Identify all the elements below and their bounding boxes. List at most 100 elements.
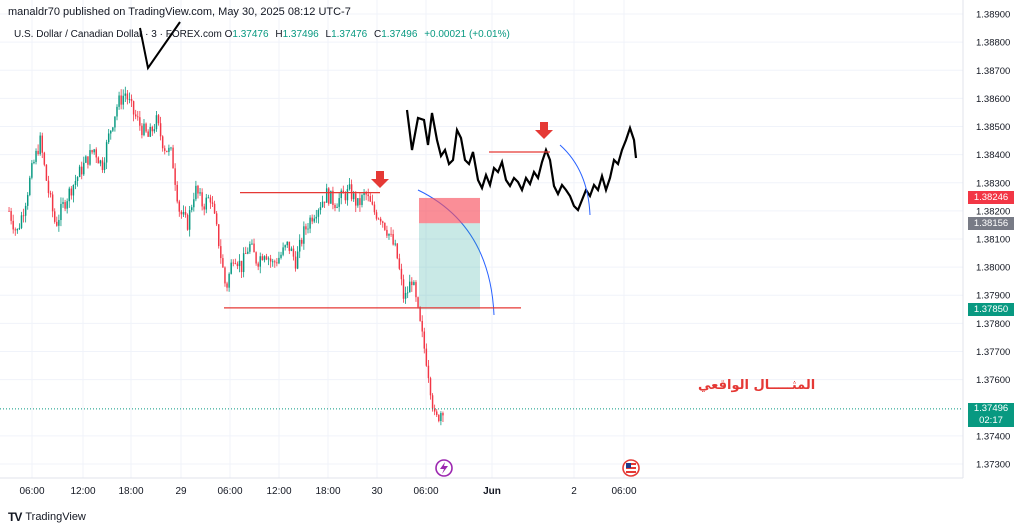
candle-body xyxy=(348,184,351,190)
candle-body xyxy=(33,161,35,164)
candle-body xyxy=(56,221,58,226)
current-price: 1.37496 xyxy=(973,402,1009,414)
red-arrow-sketch xyxy=(535,122,553,139)
candle-body xyxy=(205,197,208,210)
low-label: L xyxy=(325,29,332,40)
candle-body xyxy=(116,106,118,117)
candle-body xyxy=(402,279,405,299)
candle-body xyxy=(288,241,291,251)
candle-body xyxy=(346,189,349,201)
candle-body xyxy=(276,262,278,264)
candle-body xyxy=(45,164,48,181)
candle-body xyxy=(20,215,23,228)
x-tick-label: 30 xyxy=(371,486,383,497)
x-tick-label: 12:00 xyxy=(266,486,291,497)
candle-body xyxy=(429,378,432,396)
candle-body xyxy=(62,202,64,204)
candle-body xyxy=(37,150,39,155)
candle-body xyxy=(386,229,388,236)
candle-body xyxy=(170,147,172,149)
candle-body xyxy=(87,156,89,165)
candle-body xyxy=(427,365,430,379)
candle-body xyxy=(118,95,120,107)
footer-brand[interactable]: TV TradingView xyxy=(8,510,86,524)
candle-body xyxy=(209,197,212,203)
candle-body xyxy=(340,190,342,199)
candle-body xyxy=(12,220,14,230)
x-tick-label: 06:00 xyxy=(413,486,438,497)
candle-body xyxy=(99,160,102,164)
candle-body xyxy=(139,117,141,126)
candle-body xyxy=(64,202,66,209)
candle-body xyxy=(350,184,353,200)
candle-body xyxy=(49,193,52,195)
y-tick-label: 1.37900 xyxy=(976,291,1010,302)
candle-body xyxy=(10,211,12,221)
candle-body xyxy=(305,226,307,230)
candle-body xyxy=(249,243,251,252)
lightning-icon[interactable] xyxy=(435,459,453,477)
candle-body xyxy=(41,135,43,153)
candle-body xyxy=(413,282,415,286)
candle-body xyxy=(377,218,380,220)
candle-body xyxy=(213,203,216,214)
levels xyxy=(0,192,963,410)
candle-body xyxy=(18,227,21,229)
candle-body xyxy=(423,331,426,349)
candle-body xyxy=(325,188,328,203)
price-tag-green: 1.37850 xyxy=(968,302,1014,316)
bar-countdown: 02:17 xyxy=(979,414,1003,426)
candle-body xyxy=(298,239,301,252)
candle-body xyxy=(211,202,214,204)
candle-body xyxy=(352,193,355,200)
candle-body xyxy=(43,152,46,165)
time-axis[interactable]: 06:00 12:00 18:00 29 06:00 12:00 18:00 30 06:00 J… xyxy=(19,486,636,497)
candle-body xyxy=(47,180,50,194)
candle-body xyxy=(51,194,54,212)
y-tick-label: 1.37800 xyxy=(976,319,1010,330)
candle-body xyxy=(58,220,60,226)
y-tick-label: 1.37700 xyxy=(976,347,1010,358)
drawings[interactable] xyxy=(139,21,638,316)
candle-body xyxy=(188,210,191,230)
candle-body xyxy=(134,114,137,117)
candle-body xyxy=(367,194,369,197)
candle-body xyxy=(301,239,303,244)
candle-body xyxy=(29,177,31,196)
candle-body xyxy=(388,233,390,236)
candle-body xyxy=(373,204,376,213)
candle-body xyxy=(255,252,257,264)
candle-body xyxy=(120,95,122,105)
candle-body xyxy=(26,195,29,206)
price-axis[interactable]: 1.38900 1.38800 1.38700 1.38600 1.38500 1.384… xyxy=(976,10,1010,471)
candle-body xyxy=(379,218,382,222)
candle-body xyxy=(145,123,147,132)
candle-body xyxy=(166,150,168,152)
candle-body xyxy=(328,188,330,204)
candle-body xyxy=(417,297,419,308)
candle-body xyxy=(80,166,83,175)
candle-body xyxy=(143,123,145,136)
candle-body xyxy=(292,248,295,257)
candle-body xyxy=(201,192,203,207)
candle-body xyxy=(303,226,305,244)
candle-body xyxy=(207,197,210,199)
x-tick-label: 06:00 xyxy=(611,486,636,497)
candle-body xyxy=(24,205,27,216)
grid-lines xyxy=(0,0,963,478)
candle-body xyxy=(251,243,253,245)
annotation-text: المثـــــال الواقعي xyxy=(698,378,816,393)
symbol-legend: U.S. Dollar / Canadian Dollar · 3 · FORE… xyxy=(14,29,510,40)
candle-body xyxy=(164,148,166,151)
y-tick-label: 1.38600 xyxy=(976,94,1010,105)
candle-body xyxy=(68,188,70,202)
candle-body xyxy=(174,168,176,185)
candle-body xyxy=(311,217,313,222)
candle-body xyxy=(141,125,143,136)
us-flag-icon[interactable] xyxy=(622,459,640,477)
price-tag-gray: 1.38156 xyxy=(968,216,1014,230)
candle-body xyxy=(431,395,434,409)
candle-body xyxy=(409,281,411,293)
candle-body xyxy=(319,207,322,211)
